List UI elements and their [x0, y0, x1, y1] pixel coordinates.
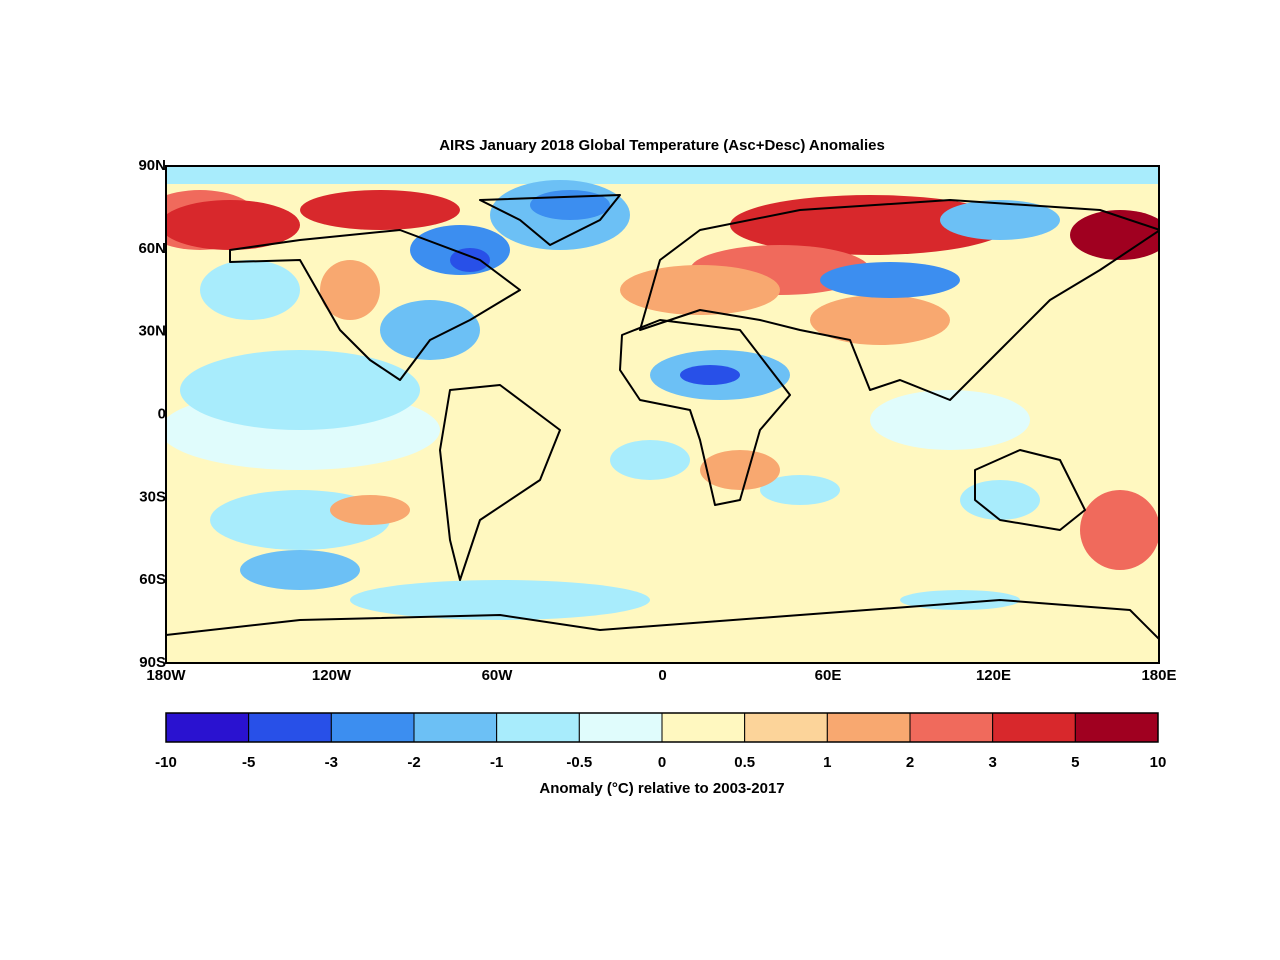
colorbar-bin	[248, 712, 332, 743]
lon-label: 0	[658, 667, 666, 684]
lon-label: 60W	[482, 667, 514, 684]
lon-label: 120E	[976, 667, 1011, 684]
colorbar-bin	[496, 712, 580, 743]
field-patch	[760, 475, 840, 505]
lat-label: 60S	[139, 571, 166, 588]
colorbar-bin	[661, 712, 746, 743]
map-title: AIRS January 2018 Global Temperature (As…	[439, 137, 885, 154]
colorbar-bin	[578, 712, 663, 743]
lat-label: 30N	[138, 323, 166, 340]
field-patch	[320, 260, 380, 320]
colorbar-bin	[165, 712, 250, 743]
lat-label: 90N	[138, 157, 166, 174]
field-patch	[450, 248, 490, 272]
field-patch	[166, 166, 1159, 184]
colorbar-tick-label: -10	[155, 754, 177, 771]
colorbar-tick-label: -1	[490, 754, 503, 771]
colorbar-bin	[992, 712, 1076, 743]
lon-label: 60E	[815, 667, 842, 684]
coastline	[439, 384, 561, 581]
colorbar-bin	[1074, 712, 1159, 743]
colorbar-tick-label: 5	[1071, 754, 1079, 771]
map-frame	[165, 165, 1160, 664]
colorbar-tick-label: 3	[988, 754, 996, 771]
anomaly-field	[166, 166, 1159, 663]
lon-label: 180W	[146, 667, 186, 684]
field-patch	[680, 365, 740, 385]
colorbar-tick-label: -5	[242, 754, 255, 771]
lon-label: 120W	[312, 667, 352, 684]
colorbar-frame	[165, 712, 1159, 743]
lat-label: 30S	[139, 488, 166, 505]
coastline	[166, 599, 1159, 641]
colorbar-bin	[909, 712, 994, 743]
lat-label: 0	[158, 405, 166, 422]
field-patch	[1080, 490, 1159, 570]
lon-label: 180E	[1141, 667, 1176, 684]
colorbar-tick-label: 1	[823, 754, 831, 771]
field-patch	[380, 300, 480, 360]
field-patch	[330, 495, 410, 525]
field-patch	[300, 190, 460, 230]
field-patch	[940, 200, 1060, 240]
colorbar-tick-label: -3	[325, 754, 338, 771]
field-patch	[870, 390, 1030, 450]
field-patch	[350, 580, 650, 620]
field-patch	[810, 295, 950, 345]
colorbar-tick-label: -2	[407, 754, 420, 771]
colorbar-tick-label: -0.5	[566, 754, 592, 771]
colorbar-bin	[744, 712, 828, 743]
colorbar-bin	[330, 712, 415, 743]
colorbar-tick-label: 10	[1150, 754, 1167, 771]
lat-label: 90S	[139, 654, 166, 671]
field-patch	[240, 550, 360, 590]
lat-label: 60N	[138, 240, 166, 257]
field-patch	[200, 260, 300, 320]
field-patch	[166, 200, 300, 250]
coastline	[619, 319, 791, 506]
coastline	[639, 199, 1159, 401]
field-patch	[610, 440, 690, 480]
field-patch	[180, 350, 420, 430]
colorbar-bin	[413, 712, 498, 743]
coastline	[479, 194, 621, 246]
coastline	[229, 229, 521, 381]
field-patch	[700, 450, 780, 490]
coastlines	[166, 194, 1159, 641]
colorbar-tick-label: 0	[658, 754, 666, 771]
field-patch	[530, 190, 610, 220]
field-patch	[960, 480, 1040, 520]
field-patch	[620, 265, 780, 315]
field-patch	[820, 262, 960, 298]
colorbar-bin	[826, 712, 911, 743]
colorbar-label: Anomaly (°C) relative to 2003-2017	[539, 780, 784, 797]
coastline	[974, 449, 1086, 531]
colorbar-tick-label: 2	[906, 754, 914, 771]
colorbar-tick-label: 0.5	[734, 754, 755, 771]
